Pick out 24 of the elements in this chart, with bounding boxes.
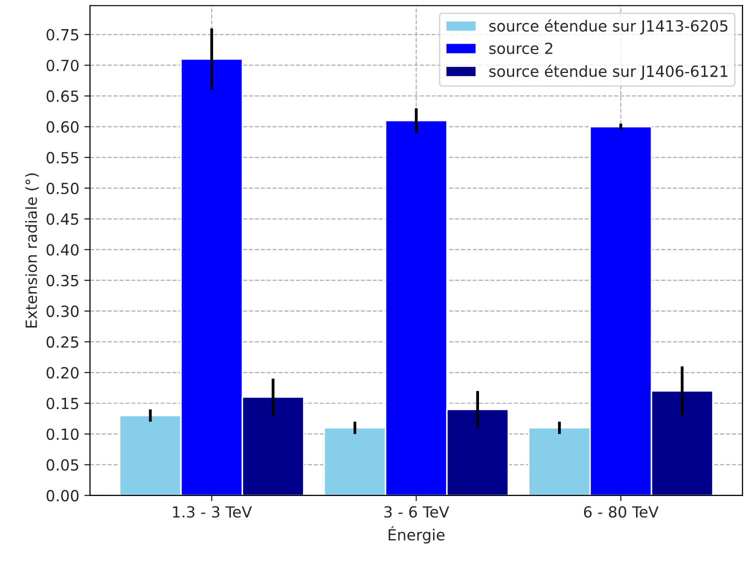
y-tick-label: 0.10	[46, 428, 79, 440]
y-tick-label: 0.00	[46, 490, 79, 502]
y-tick-label: 0.70	[46, 60, 79, 72]
y-tick-label: 0.35	[46, 274, 78, 286]
y-tick-label: 0.75	[46, 28, 78, 41]
y-tick-label: 0.60	[46, 121, 79, 133]
x-tick-label: 3 - 6 TeV	[384, 506, 450, 518]
legend-label: source 2	[489, 42, 552, 54]
y-tick-label: 0.50	[46, 182, 79, 194]
legend-label: source étendue sur J1413-6205	[489, 19, 728, 35]
y-tick-label: 0.45	[46, 213, 78, 225]
y-tick-label: 0.40	[46, 244, 79, 256]
x-tick-label: 6 - 80 TeV	[584, 506, 659, 518]
y-tick-label: 0.25	[46, 336, 78, 348]
x-axis-title: Énergie	[388, 526, 444, 544]
x-tick-label: 1.3 - 3 TeV	[173, 506, 252, 518]
y-tick-label: 0.05	[46, 459, 78, 471]
y-tick-label: 0.65	[46, 90, 78, 102]
y-tick-label: 0.15	[46, 398, 78, 410]
y-axis-title: Extension radiale (°)	[25, 173, 39, 328]
y-tick-label: 0.20	[46, 366, 79, 379]
legend-label: source étendue sur J1406-6121	[489, 64, 728, 80]
y-tick-label: 0.30	[46, 306, 79, 318]
y-tick-label: 0.55	[46, 152, 78, 164]
